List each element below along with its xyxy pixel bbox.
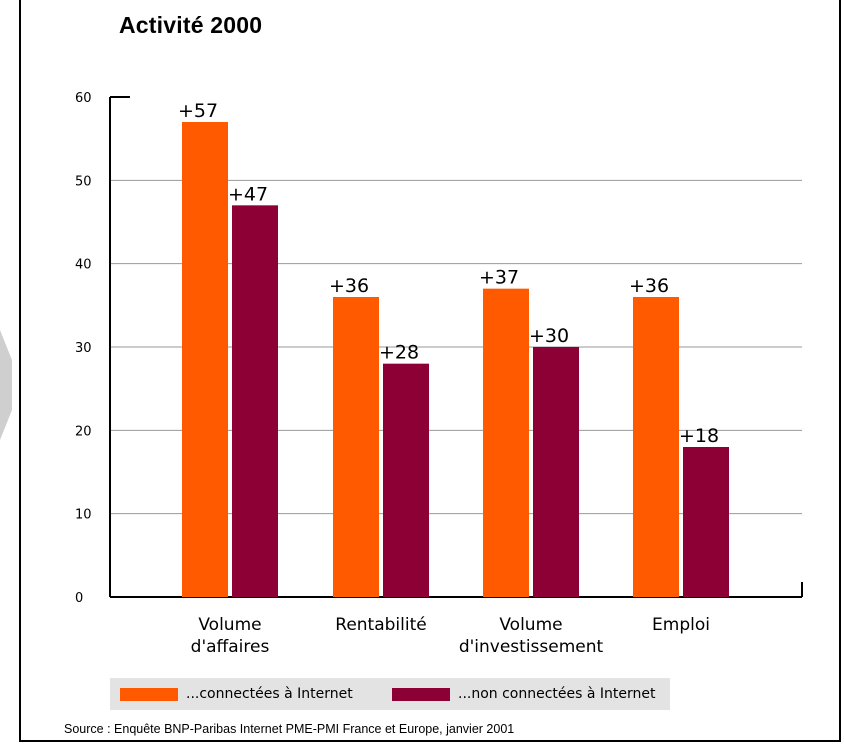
bar-connected [633,297,679,597]
x-category-label: Volume [198,615,261,635]
data-label: +36 [629,275,669,297]
x-category-label: d'investissement [459,637,604,657]
y-tick-label: 20 [75,424,92,439]
data-label: +36 [329,275,369,297]
bars [182,122,729,598]
legend: ...connectées à Internet ...non connecté… [110,678,670,710]
chart-title: Activité 2000 [119,12,263,38]
x-category-label: Emploi [652,615,710,635]
y-tick-label: 30 [75,341,92,356]
legend-label-not-connected: ...non connectées à Internet [458,686,656,702]
y-tick-label: 40 [75,258,92,273]
bar-not-connected [383,363,429,597]
tick-labels: 0 10 20 30 40 50 60 [75,91,92,606]
y-tick-label: 60 [75,91,92,106]
chart-frame [19,0,841,742]
bar-connected [483,288,529,597]
bar-not-connected [533,347,579,597]
bar-connected [333,297,379,597]
data-label: +30 [529,325,569,347]
data-label: +18 [679,425,719,447]
bar-connected [182,122,228,597]
data-label: +47 [228,183,268,205]
y-tick-label: 50 [75,174,92,189]
x-category-label: d'affaires [191,637,270,657]
data-label: +37 [479,267,519,289]
data-label: +57 [178,100,218,122]
legend-label-connected: ...connectées à Internet [186,686,353,702]
legend-swatch-connected [120,688,178,701]
source-note: Source : Enquête BNP-Paribas Internet PM… [64,722,515,736]
y-tick-label: 10 [75,508,92,523]
data-label: +28 [379,342,419,364]
bar-not-connected [232,205,278,598]
x-category-label: Volume [499,615,562,635]
left-arrow-decoration [0,330,12,440]
data-labels: +57 +47 +36 +28 +37 +30 +36 +18 [178,100,719,447]
y-tick-label: 0 [75,591,83,606]
legend-swatch-not-connected [392,688,450,701]
x-category-label: Rentabilité [335,615,426,635]
bar-not-connected [683,447,729,597]
